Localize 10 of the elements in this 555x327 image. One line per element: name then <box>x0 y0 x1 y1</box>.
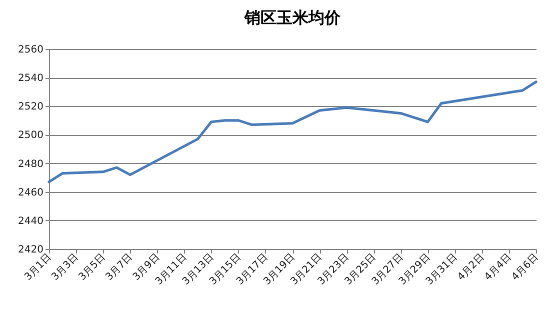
y-tick-label: 2440 <box>18 216 44 227</box>
y-tick-label: 2480 <box>18 158 44 170</box>
chart-title: 销区玉米均价 <box>244 8 342 27</box>
y-tick-label: 2460 <box>18 187 44 198</box>
line-series <box>48 80 538 184</box>
y-tick-label: 2500 <box>18 130 44 142</box>
y-tick-label: 2420 <box>18 244 44 256</box>
y-tick-label: 2540 <box>18 73 44 84</box>
y-tick-label: 2560 <box>18 44 44 56</box>
y-tick-label: 2520 <box>18 102 44 113</box>
